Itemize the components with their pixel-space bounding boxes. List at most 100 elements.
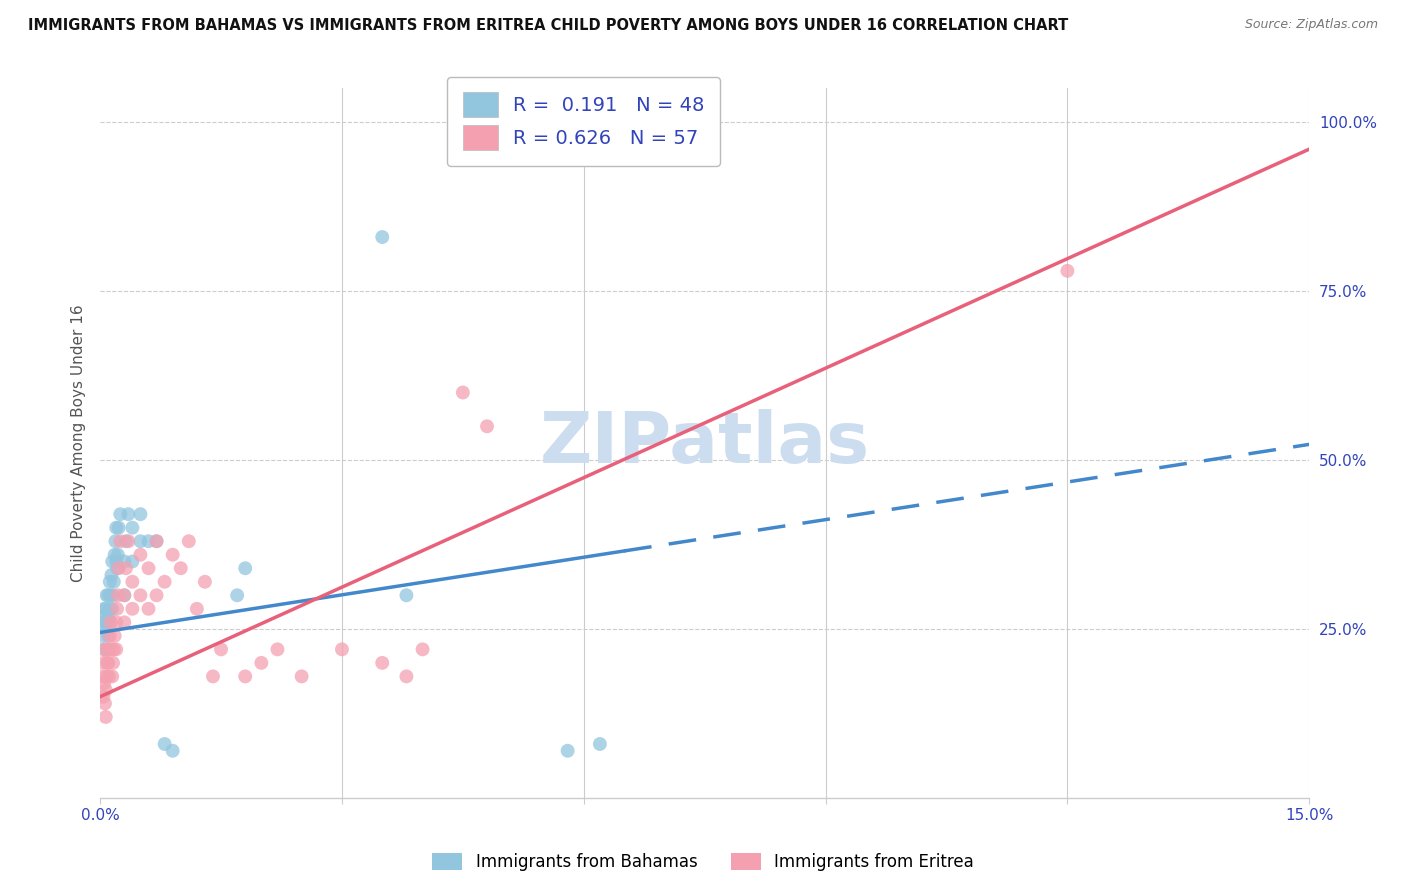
Point xyxy=(97,608,120,623)
Point xyxy=(91,669,114,683)
Point xyxy=(129,534,152,549)
Point xyxy=(112,554,135,568)
Point xyxy=(162,548,184,562)
Point xyxy=(209,642,232,657)
Point xyxy=(103,642,125,657)
Point xyxy=(177,534,200,549)
Point xyxy=(226,588,249,602)
Point xyxy=(233,561,256,575)
Point xyxy=(105,615,128,630)
Point xyxy=(129,588,152,602)
Point xyxy=(105,554,128,568)
Text: IMMIGRANTS FROM BAHAMAS VS IMMIGRANTS FROM ERITREA CHILD POVERTY AMONG BOYS UNDE: IMMIGRANTS FROM BAHAMAS VS IMMIGRANTS FR… xyxy=(28,18,1069,33)
Point xyxy=(589,737,612,751)
Point xyxy=(97,629,120,643)
Point xyxy=(117,534,139,549)
Point xyxy=(266,642,288,657)
Point xyxy=(145,534,167,549)
Point xyxy=(117,507,139,521)
Point xyxy=(115,561,138,575)
Point xyxy=(121,521,143,535)
Point xyxy=(107,588,129,602)
Point xyxy=(107,561,129,575)
Point xyxy=(107,521,129,535)
Text: ZIPatlas: ZIPatlas xyxy=(540,409,870,478)
Point xyxy=(94,608,117,623)
Point xyxy=(93,642,115,657)
Point xyxy=(115,534,138,549)
Point xyxy=(91,629,114,643)
Point xyxy=(104,629,127,643)
Point xyxy=(412,642,434,657)
Point xyxy=(94,682,117,697)
Point xyxy=(153,574,176,589)
Point xyxy=(451,385,474,400)
Point xyxy=(104,534,127,549)
Point xyxy=(121,602,143,616)
Point xyxy=(186,602,208,616)
Point xyxy=(138,534,160,549)
Point xyxy=(93,615,115,630)
Point xyxy=(101,602,124,616)
Point xyxy=(94,602,117,616)
Point xyxy=(371,230,394,244)
Point xyxy=(96,615,118,630)
Point xyxy=(112,615,135,630)
Point xyxy=(395,588,418,602)
Point xyxy=(101,656,124,670)
Point xyxy=(105,521,128,535)
Point xyxy=(475,419,498,434)
Point xyxy=(94,622,117,636)
Point xyxy=(330,642,353,657)
Point xyxy=(100,568,122,582)
Point xyxy=(93,642,115,657)
Point xyxy=(101,588,124,602)
Point xyxy=(98,629,121,643)
Point xyxy=(98,602,121,616)
Point xyxy=(96,642,118,657)
Legend: Immigrants from Bahamas, Immigrants from Eritrea: Immigrants from Bahamas, Immigrants from… xyxy=(425,845,981,880)
Point xyxy=(94,710,117,724)
Point xyxy=(112,588,135,602)
Point xyxy=(110,507,132,521)
Point xyxy=(97,588,120,602)
Point xyxy=(93,676,115,690)
Point xyxy=(93,690,115,704)
Point xyxy=(145,588,167,602)
Point xyxy=(101,669,124,683)
Point xyxy=(145,534,167,549)
Point xyxy=(100,615,122,630)
Point xyxy=(201,669,224,683)
Point xyxy=(100,642,122,657)
Point xyxy=(93,656,115,670)
Point xyxy=(250,656,273,670)
Point xyxy=(1056,264,1078,278)
Point xyxy=(395,669,418,683)
Point xyxy=(100,588,122,602)
Point xyxy=(138,561,160,575)
Point xyxy=(129,507,152,521)
Legend: R =  0.191   N = 48, R = 0.626   N = 57: R = 0.191 N = 48, R = 0.626 N = 57 xyxy=(447,77,720,166)
Point xyxy=(121,554,143,568)
Point xyxy=(110,534,132,549)
Point xyxy=(93,602,115,616)
Point xyxy=(104,548,127,562)
Y-axis label: Child Poverty Among Boys Under 16: Child Poverty Among Boys Under 16 xyxy=(72,304,86,582)
Point xyxy=(100,615,122,630)
Text: Source: ZipAtlas.com: Source: ZipAtlas.com xyxy=(1244,18,1378,31)
Point xyxy=(98,669,121,683)
Point xyxy=(121,574,143,589)
Point xyxy=(94,697,117,711)
Point xyxy=(138,602,160,616)
Point xyxy=(96,588,118,602)
Point xyxy=(129,548,152,562)
Point xyxy=(371,656,394,670)
Point xyxy=(162,744,184,758)
Point xyxy=(96,669,118,683)
Point xyxy=(291,669,314,683)
Point xyxy=(105,642,128,657)
Point xyxy=(153,737,176,751)
Point xyxy=(103,574,125,589)
Point xyxy=(97,656,120,670)
Point xyxy=(170,561,193,575)
